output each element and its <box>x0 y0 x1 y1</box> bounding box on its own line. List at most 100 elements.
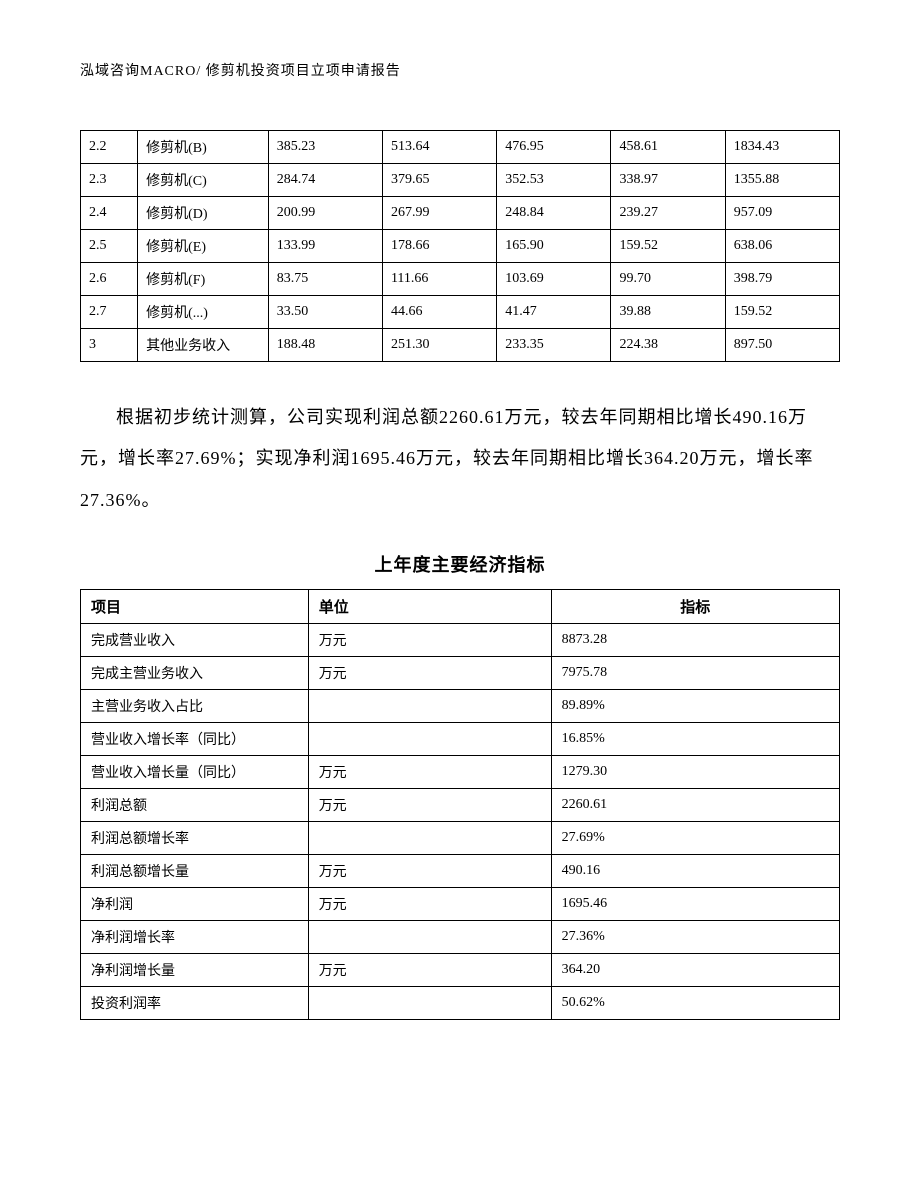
table-row: 利润总额万元2260.61 <box>81 789 840 822</box>
table-cell: 2.6 <box>81 263 138 296</box>
table-cell: 净利润增长量 <box>81 954 309 987</box>
indicator-section-title: 上年度主要经济指标 <box>80 551 840 577</box>
table-cell: 284.74 <box>268 164 382 197</box>
table-row: 完成主营业务收入万元7975.78 <box>81 657 840 690</box>
table-cell: 利润总额增长量 <box>81 855 309 888</box>
indicator-header-1: 单位 <box>308 590 551 624</box>
table-cell: 2.5 <box>81 230 138 263</box>
table-cell: 2.7 <box>81 296 138 329</box>
table-cell: 352.53 <box>497 164 611 197</box>
table-row: 净利润增长率 27.36% <box>81 921 840 954</box>
table-cell: 利润总额 <box>81 789 309 822</box>
table-cell <box>308 921 551 954</box>
table-cell: 111.66 <box>382 263 496 296</box>
summary-paragraph: 根据初步统计测算，公司实现利润总额2260.61万元，较去年同期相比增长490.… <box>80 397 840 521</box>
table-cell: 2260.61 <box>551 789 839 822</box>
table-cell: 修剪机(C) <box>138 164 269 197</box>
table-cell: 利润总额增长率 <box>81 822 309 855</box>
table-row: 净利润万元1695.46 <box>81 888 840 921</box>
table-cell: 159.52 <box>611 230 725 263</box>
table-cell: 267.99 <box>382 197 496 230</box>
table-row: 完成营业收入万元8873.28 <box>81 624 840 657</box>
table-row: 营业收入增长率（同比） 16.85% <box>81 723 840 756</box>
indicator-header-0: 项目 <box>81 590 309 624</box>
table-cell <box>308 987 551 1020</box>
table-cell: 投资利润率 <box>81 987 309 1020</box>
table-cell: 净利润 <box>81 888 309 921</box>
table-cell: 修剪机(D) <box>138 197 269 230</box>
table-cell: 完成主营业务收入 <box>81 657 309 690</box>
table-cell: 27.69% <box>551 822 839 855</box>
table-cell: 7975.78 <box>551 657 839 690</box>
table-cell: 1834.43 <box>725 131 839 164</box>
table-cell: 万元 <box>308 888 551 921</box>
table-cell: 其他业务收入 <box>138 329 269 362</box>
revenue-table: 2.2修剪机(B)385.23513.64476.95458.611834.43… <box>80 130 840 362</box>
table-cell: 1355.88 <box>725 164 839 197</box>
table-cell: 3 <box>81 329 138 362</box>
table-cell: 修剪机(E) <box>138 230 269 263</box>
table-cell: 净利润增长率 <box>81 921 309 954</box>
table-cell: 224.38 <box>611 329 725 362</box>
table-cell: 490.16 <box>551 855 839 888</box>
table-cell: 营业收入增长率（同比） <box>81 723 309 756</box>
table-cell: 万元 <box>308 756 551 789</box>
table-row: 利润总额增长量万元490.16 <box>81 855 840 888</box>
table-cell: 44.66 <box>382 296 496 329</box>
table-row: 主营业务收入占比 89.89% <box>81 690 840 723</box>
table-row: 2.2修剪机(B)385.23513.64476.95458.611834.43 <box>81 131 840 164</box>
table-cell: 万元 <box>308 855 551 888</box>
table-cell: 178.66 <box>382 230 496 263</box>
table-row: 投资利润率50.62% <box>81 987 840 1020</box>
table-cell: 万元 <box>308 789 551 822</box>
indicator-table-body: 完成营业收入万元8873.28完成主营业务收入万元7975.78主营业务收入占比… <box>81 624 840 1020</box>
page-header: 泓域咨询MACRO/ 修剪机投资项目立项申请报告 <box>80 60 840 80</box>
table-cell: 修剪机(F) <box>138 263 269 296</box>
indicator-table: 项目 单位 指标 完成营业收入万元8873.28完成主营业务收入万元7975.7… <box>80 589 840 1020</box>
table-cell: 638.06 <box>725 230 839 263</box>
table-row: 营业收入增长量（同比）万元1279.30 <box>81 756 840 789</box>
table-cell: 33.50 <box>268 296 382 329</box>
table-cell: 8873.28 <box>551 624 839 657</box>
table-cell: 2.2 <box>81 131 138 164</box>
table-cell: 1695.46 <box>551 888 839 921</box>
table-row: 2.7修剪机(...)33.5044.6641.4739.88159.52 <box>81 296 840 329</box>
table-cell: 41.47 <box>497 296 611 329</box>
table-cell: 233.35 <box>497 329 611 362</box>
table-cell: 83.75 <box>268 263 382 296</box>
table-cell: 133.99 <box>268 230 382 263</box>
table-cell: 完成营业收入 <box>81 624 309 657</box>
table-cell: 修剪机(...) <box>138 296 269 329</box>
table-cell <box>308 690 551 723</box>
table-cell: 188.48 <box>268 329 382 362</box>
table-cell: 239.27 <box>611 197 725 230</box>
table-cell: 458.61 <box>611 131 725 164</box>
table-cell: 248.84 <box>497 197 611 230</box>
indicator-title-text: 上年度主要经济指标 <box>375 555 546 575</box>
table-cell: 165.90 <box>497 230 611 263</box>
table-cell: 39.88 <box>611 296 725 329</box>
table-cell: 2.3 <box>81 164 138 197</box>
table-cell: 27.36% <box>551 921 839 954</box>
table-cell: 379.65 <box>382 164 496 197</box>
summary-text: 根据初步统计测算，公司实现利润总额2260.61万元，较去年同期相比增长490.… <box>80 407 814 510</box>
table-cell: 251.30 <box>382 329 496 362</box>
table-cell: 营业收入增长量（同比） <box>81 756 309 789</box>
indicator-header-2: 指标 <box>551 590 839 624</box>
table-cell: 修剪机(B) <box>138 131 269 164</box>
table-cell: 主营业务收入占比 <box>81 690 309 723</box>
table-row: 2.4修剪机(D)200.99267.99248.84239.27957.09 <box>81 197 840 230</box>
table-cell: 99.70 <box>611 263 725 296</box>
table-cell: 2.4 <box>81 197 138 230</box>
table-row: 2.3修剪机(C)284.74379.65352.53338.971355.88 <box>81 164 840 197</box>
table-cell: 338.97 <box>611 164 725 197</box>
table-cell: 89.89% <box>551 690 839 723</box>
revenue-table-body: 2.2修剪机(B)385.23513.64476.95458.611834.43… <box>81 131 840 362</box>
table-cell: 159.52 <box>725 296 839 329</box>
table-row: 2.5修剪机(E)133.99178.66165.90159.52638.06 <box>81 230 840 263</box>
table-cell: 897.50 <box>725 329 839 362</box>
table-cell: 103.69 <box>497 263 611 296</box>
table-cell: 16.85% <box>551 723 839 756</box>
table-cell: 476.95 <box>497 131 611 164</box>
table-cell <box>308 723 551 756</box>
